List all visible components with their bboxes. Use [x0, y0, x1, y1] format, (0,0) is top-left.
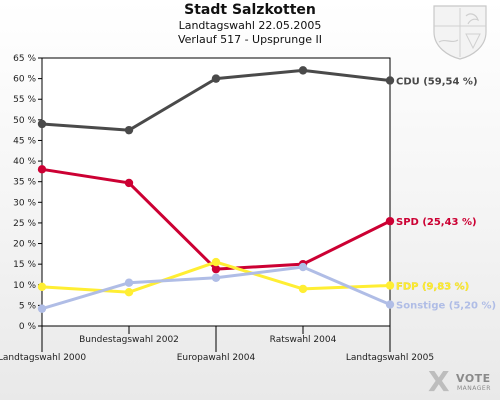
coat-of-arms-icon — [433, 5, 487, 60]
y-tick-label: 15 % — [13, 260, 36, 270]
chart-titles: Stadt Salzkotten Landtagswahl 22.05.2005… — [0, 2, 500, 47]
plot-area — [41, 57, 391, 327]
y-tick-label: 45 % — [13, 136, 36, 146]
data-point-spd — [37, 165, 47, 174]
y-tick-label: 40 % — [13, 157, 36, 167]
vote-manager-logo: X VOTE MANAGER — [428, 368, 498, 398]
data-point-cdu — [298, 66, 308, 75]
y-tick-label: 5 % — [19, 301, 37, 311]
y-tick-label: 25 % — [13, 219, 36, 229]
y-tick-label: 60 % — [13, 75, 36, 85]
y-tick-label: 20 % — [13, 240, 36, 250]
data-point-cdu — [385, 76, 395, 85]
data-point-fdp — [298, 284, 308, 294]
data-point-cdu — [211, 74, 221, 83]
data-point-sonstige — [385, 300, 395, 309]
chart-title: Stadt Salzkotten — [184, 2, 316, 18]
x-category-label: Landtagswahl 2000 — [0, 353, 86, 363]
y-tick-label: 30 % — [13, 198, 36, 208]
series-end-label-fdp: FDP (9,83 %) — [396, 281, 469, 292]
data-point-cdu — [124, 125, 134, 135]
logo-text-vote: VOTE — [456, 372, 491, 385]
data-point-sonstige — [124, 278, 134, 287]
x-category-label: Ratswahl 2004 — [270, 335, 337, 345]
data-point-sonstige — [37, 304, 47, 313]
y-tick-label: 65 % — [13, 54, 36, 64]
y-tick-label: 35 % — [13, 178, 36, 188]
data-point-fdp — [124, 287, 134, 297]
series-end-label-spd: SPD (25,43 %) — [396, 217, 477, 228]
chart-subtitle-district: Verlauf 517 - Upsprunge II — [177, 33, 322, 46]
logo-text-manager: MANAGER — [457, 385, 491, 392]
series-end-label-cdu: CDU (59,54 %) — [396, 77, 478, 88]
y-tick-label: 0 % — [19, 322, 37, 332]
x-category-label: Landtagswahl 2005 — [346, 353, 434, 363]
data-point-fdp — [211, 257, 221, 267]
x-category-label: Bundestagswahl 2002 — [79, 335, 179, 345]
series-end-label-sonstige: Sonstige (5,20 %) — [396, 301, 496, 312]
x-category-label: Europawahl 2004 — [177, 353, 256, 363]
data-point-fdp — [385, 281, 395, 290]
y-tick-label: 55 % — [13, 95, 36, 105]
data-point-sonstige — [298, 262, 308, 272]
vote-manager-x-icon: X — [428, 365, 450, 398]
data-point-fdp — [37, 282, 47, 292]
y-tick-label: 50 % — [13, 116, 36, 126]
data-point-spd — [211, 264, 221, 274]
data-point-sonstige — [211, 273, 221, 282]
data-point-spd — [124, 178, 134, 188]
data-point-cdu — [37, 119, 47, 129]
data-point-spd — [385, 216, 395, 226]
y-tick-label: 10 % — [13, 281, 36, 291]
chart-subtitle-election: Landtagswahl 22.05.2005 — [178, 19, 322, 32]
